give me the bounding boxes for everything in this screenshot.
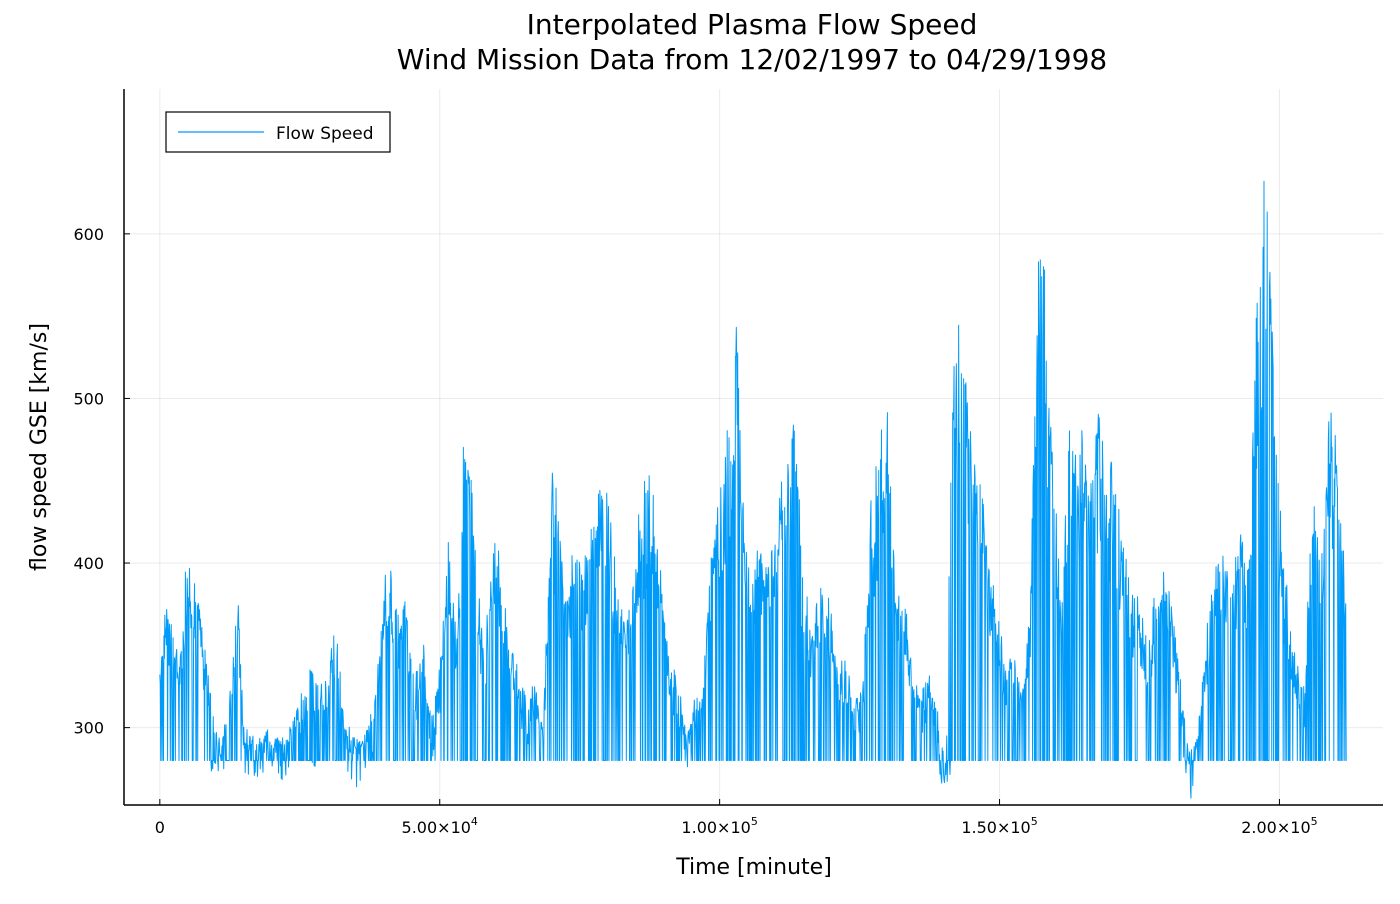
y-tick-label: 300	[73, 719, 104, 738]
flow-speed-line	[159, 180, 1347, 799]
series-flow-speed	[159, 180, 1347, 799]
x-tick-label: 2.00×105	[1241, 815, 1317, 837]
x-tick-label: 5.00×104	[402, 815, 478, 837]
y-tick-labels: 300 400 500 600	[73, 225, 130, 738]
legend: Flow Speed	[165, 111, 391, 153]
x-tick-label: 0	[155, 818, 165, 837]
y-tick-label: 400	[73, 554, 104, 573]
x-axis-label: Time [minute]	[675, 855, 832, 880]
x-tick-label: 1.50×105	[961, 815, 1037, 837]
chart-subtitle: Wind Mission Data from 12/02/1997 to 04/…	[397, 43, 1107, 76]
y-tick-label: 600	[73, 225, 104, 244]
y-axis-label: flow speed GSE [km/s]	[27, 323, 52, 571]
x-tick-label: 1.00×105	[681, 815, 757, 837]
chart-title: Interpolated Plasma Flow Speed	[527, 8, 978, 41]
x-tick-labels: 0 5.00×104 1.00×105 1.50×105 2.00×105	[155, 799, 1318, 837]
legend-label-flow-speed: Flow Speed	[276, 124, 374, 144]
y-tick-label: 500	[73, 389, 104, 408]
